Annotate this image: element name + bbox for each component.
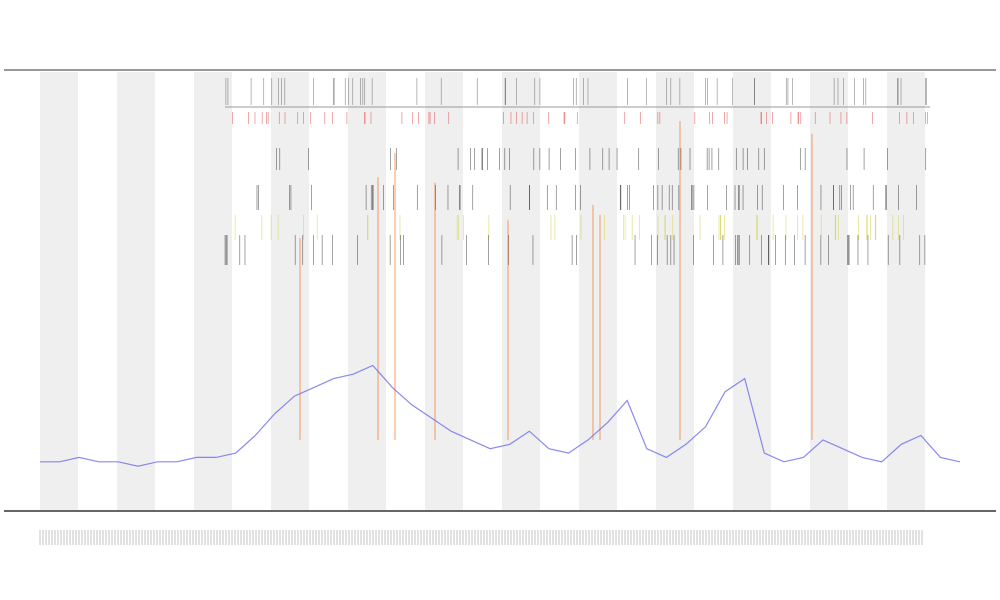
stripe (733, 72, 771, 510)
stripe (579, 72, 617, 510)
background-stripes (40, 72, 925, 510)
stripe (194, 72, 232, 510)
stripe (348, 72, 386, 510)
plot (40, 364, 961, 467)
stripe (887, 72, 925, 510)
feature-tracks (39, 78, 928, 545)
stripe (271, 72, 309, 510)
stripe (425, 72, 463, 510)
stripe (810, 72, 848, 510)
stripe (656, 72, 694, 510)
stripe (117, 72, 155, 510)
stripe (40, 72, 78, 510)
signal-line (40, 364, 961, 467)
